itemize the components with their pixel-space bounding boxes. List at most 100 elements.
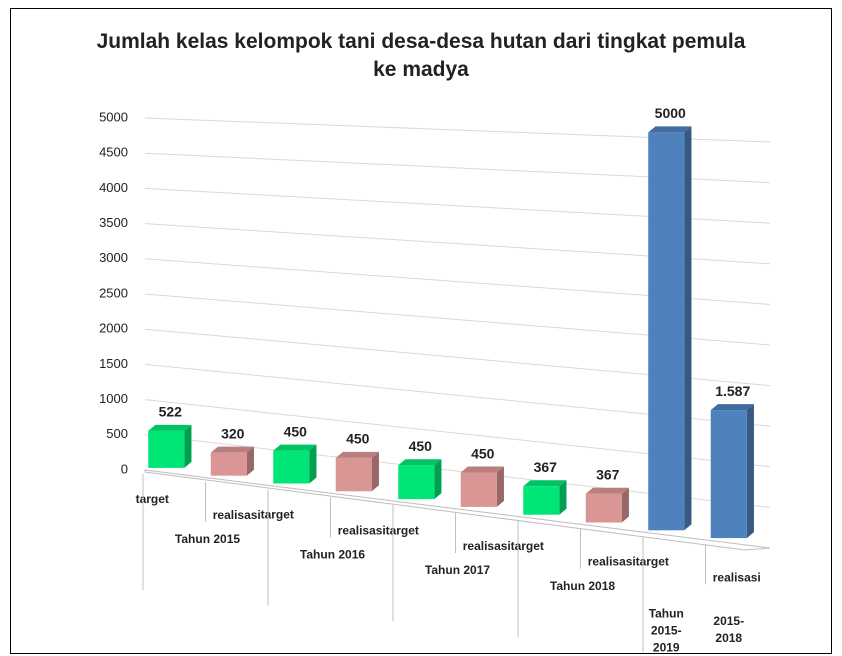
x-tick-label: realisasi — [338, 523, 386, 537]
bar-top — [210, 446, 254, 453]
bar-top-shade — [335, 451, 379, 458]
bar-side-shade — [371, 451, 379, 492]
bar-side-shade — [434, 459, 442, 500]
bar — [460, 466, 504, 507]
bar — [148, 424, 192, 468]
data-label: 1.587 — [715, 383, 750, 399]
chart-title: Jumlah kelas kelompok tani desa-desa hut… — [96, 30, 746, 81]
bar-top — [523, 480, 567, 487]
bar — [710, 404, 754, 539]
bar-front — [273, 450, 310, 484]
bar-front — [335, 457, 372, 492]
group-label-line: Tahun — [649, 606, 684, 620]
bar-top-shade — [710, 404, 754, 411]
y-tick-label: 1000 — [99, 391, 128, 406]
x-tick-label: target — [386, 523, 419, 537]
data-label: 450 — [471, 445, 495, 461]
group-label: 2015- 2018 — [713, 614, 744, 645]
bar-side — [496, 466, 504, 507]
bar-side-shade — [184, 424, 192, 468]
data-label: 450 — [409, 438, 433, 454]
y-tick-label: 3500 — [99, 215, 128, 230]
group-label: Tahun 2017 — [425, 563, 490, 577]
bar-front — [460, 472, 497, 507]
y-tick-label: 4500 — [99, 145, 128, 160]
y-tick-label: 4000 — [99, 180, 128, 195]
floor — [144, 469, 771, 551]
y-tick-label: 500 — [106, 426, 128, 441]
group-label: Tahun 2018 — [550, 579, 615, 593]
bar-top — [460, 466, 504, 473]
group-label-line: 2019 — [653, 640, 680, 654]
x-tick-label: realisasi — [213, 508, 261, 522]
x-tick-label: target — [636, 554, 669, 568]
x-tick-label: target — [511, 539, 544, 553]
bar-top-shade — [523, 480, 567, 487]
bar-top-shade — [648, 126, 692, 133]
bar-side-shade — [559, 480, 567, 515]
bar-front — [398, 465, 435, 500]
bar-top-shade — [148, 424, 192, 431]
bar-side — [684, 126, 692, 531]
bar-side — [746, 404, 754, 539]
bar-side — [434, 459, 442, 500]
bar-side — [559, 480, 567, 515]
group-label-line: 2015- — [713, 614, 744, 628]
y-tick-label: 2000 — [99, 321, 128, 336]
data-label: 522 — [159, 404, 183, 420]
x-tick-label: realisasi — [713, 570, 761, 584]
bar-side — [184, 424, 192, 468]
bar — [585, 487, 629, 523]
bar-side-shade — [746, 404, 754, 539]
bar-front — [648, 132, 685, 531]
y-tick-label: 2500 — [99, 285, 128, 300]
bar-top — [335, 451, 379, 458]
bar-top — [648, 126, 692, 133]
y-tick-label: 0 — [121, 461, 128, 476]
bar-top-shade — [585, 487, 629, 494]
bar-top — [273, 444, 317, 451]
bar-top — [710, 404, 754, 411]
bar-top-shade — [273, 444, 317, 451]
bar-side — [371, 451, 379, 492]
bar-side-shade — [621, 487, 629, 523]
data-label: 320 — [221, 425, 245, 441]
bar-side — [309, 444, 317, 484]
group-label-line: 2015- — [651, 623, 682, 637]
y-tick-label: 5000 — [99, 109, 128, 124]
bar-front — [585, 493, 622, 523]
bar-front — [523, 486, 560, 515]
bar — [648, 126, 692, 531]
data-label: 450 — [284, 423, 308, 439]
data-label: 450 — [346, 431, 370, 447]
bar-front — [710, 410, 747, 539]
bar — [335, 451, 379, 492]
x-tick-label: realisasi — [588, 555, 636, 569]
bar-top-shade — [460, 466, 504, 473]
bar-top — [398, 459, 442, 466]
x-tick-label: realisasi — [463, 539, 511, 553]
x-tick-label: target — [261, 508, 294, 522]
bar-front — [148, 430, 185, 468]
data-label: 5000 — [655, 105, 686, 121]
bar-side-shade — [496, 466, 504, 507]
bar-side-shade — [309, 444, 317, 484]
bar — [273, 444, 317, 484]
group-label: Tahun 2015- 2019 — [649, 606, 684, 654]
bar-side — [621, 487, 629, 523]
bar — [523, 480, 567, 515]
y-tick-label: 1500 — [99, 356, 128, 371]
x-tick-label: target — [136, 492, 169, 506]
bar-top — [148, 424, 192, 431]
group-label-line: 2018 — [715, 631, 742, 645]
bar-top-shade — [398, 459, 442, 466]
data-label: 367 — [534, 459, 558, 475]
group-label: Tahun 2015 — [175, 532, 240, 546]
group-label: Tahun 2016 — [300, 548, 365, 562]
y-tick-label: 3000 — [99, 250, 128, 265]
bar-top — [585, 487, 629, 494]
bar — [398, 459, 442, 500]
bar-side — [246, 446, 254, 476]
